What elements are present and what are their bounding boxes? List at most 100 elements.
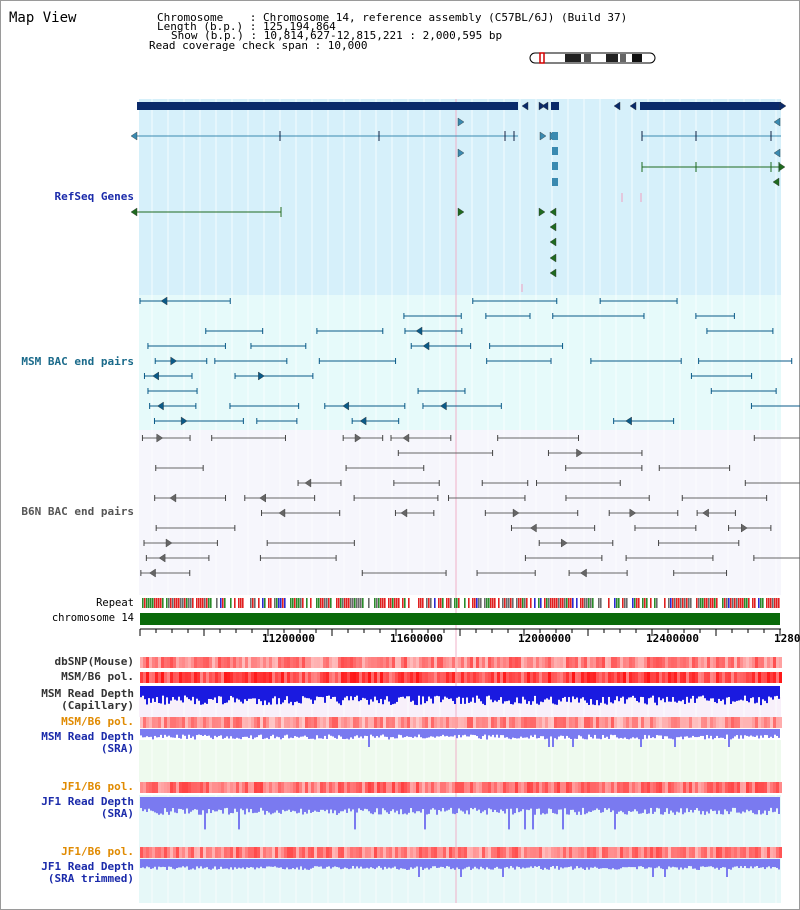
heat-cell	[497, 672, 500, 683]
heat-cell	[188, 657, 191, 668]
heat-cell	[758, 847, 761, 858]
heat-cell	[203, 782, 206, 793]
heat-cell	[626, 672, 629, 683]
heat-cell	[755, 782, 758, 793]
depth-bar	[516, 686, 518, 698]
depth-bar	[546, 797, 548, 814]
repeat-element	[740, 598, 742, 608]
depth-bar	[302, 686, 304, 697]
heat-cell	[272, 782, 275, 793]
depth-bar	[282, 797, 284, 810]
b6n-bac-track[interactable]	[140, 433, 800, 578]
heat-cell	[332, 717, 335, 728]
heat-cell	[665, 657, 668, 668]
repeat-element	[188, 598, 190, 608]
repeat-element	[162, 598, 164, 608]
heat-cell	[305, 657, 308, 668]
msm-bac-track[interactable]	[139, 296, 800, 426]
depth-bar	[180, 729, 182, 739]
msm-bac-label: MSM BAC end pairs	[21, 355, 134, 368]
depth-bar	[738, 729, 740, 739]
repeat-element	[504, 598, 506, 608]
depth-bar	[294, 797, 296, 812]
depth-bar	[450, 686, 452, 699]
repeat-element	[684, 598, 686, 608]
heat-cell	[464, 672, 467, 683]
heat-cell	[509, 847, 512, 858]
heat-cell	[359, 847, 362, 858]
heat-cell	[410, 782, 413, 793]
depth-bar	[270, 859, 272, 867]
heat-cell	[248, 782, 251, 793]
depth-bar	[304, 797, 306, 812]
repeat-element	[526, 598, 528, 608]
depth-bar	[298, 686, 300, 703]
heat-cell	[530, 847, 533, 858]
length-info: Length (b.p.) : 125,194,864	[157, 20, 336, 33]
depth-bar	[716, 686, 718, 704]
heat-cell	[473, 657, 476, 668]
heat-cell	[197, 847, 200, 858]
depth-bar	[488, 797, 490, 809]
depth-bar	[406, 729, 408, 737]
depth-bar	[698, 729, 700, 737]
heat-cell	[542, 782, 545, 793]
heat-cell	[521, 657, 524, 668]
depth-bar	[226, 729, 228, 737]
depth-bar	[396, 686, 398, 702]
depth-bar	[288, 859, 290, 870]
heat-cell	[713, 657, 716, 668]
heat-cell	[599, 657, 602, 668]
heat-cell	[305, 717, 308, 728]
depth-bar	[754, 729, 756, 737]
heat-cell	[419, 717, 422, 728]
heat-cell	[200, 672, 203, 683]
repeat-element	[458, 598, 460, 608]
heat-cell	[665, 847, 668, 858]
chromosome-ideogram[interactable]	[529, 52, 656, 64]
heat-cell	[149, 847, 152, 858]
repeat-element	[626, 598, 628, 608]
heat-cell	[197, 782, 200, 793]
heat-cell	[605, 672, 608, 683]
depth-bar	[440, 859, 442, 867]
depth-bar	[676, 729, 678, 738]
depth-bar	[194, 797, 196, 810]
depth-bar	[390, 729, 392, 738]
heat-cell	[656, 782, 659, 793]
heat-cell	[260, 672, 263, 683]
repeat-element	[714, 598, 716, 608]
depth-bar	[174, 797, 176, 813]
repeat-element	[380, 598, 382, 608]
repeat-element	[742, 598, 744, 608]
depth-bar	[418, 729, 420, 735]
depth-bar	[644, 859, 646, 869]
depth-bar	[248, 797, 250, 813]
depth-bar	[704, 686, 706, 699]
depth-bar	[390, 859, 392, 869]
depth-bar	[608, 729, 610, 739]
heat-cell	[434, 782, 437, 793]
heat-cell	[155, 717, 158, 728]
heat-cell	[749, 672, 752, 683]
heat-cell	[401, 782, 404, 793]
position-axis	[139, 628, 781, 636]
depth-bar	[402, 729, 404, 738]
heat-cell	[449, 782, 452, 793]
heat-cell	[761, 672, 764, 683]
depth-bar	[594, 797, 596, 811]
depth-bar	[756, 797, 758, 815]
heat-cell	[374, 717, 377, 728]
heat-cell	[773, 847, 776, 858]
depth-bar	[662, 729, 664, 739]
depth-bar	[540, 686, 542, 702]
depth-bar	[538, 729, 540, 738]
depth-bar	[408, 797, 410, 813]
depth-bar	[562, 729, 564, 736]
refseq-genes-track[interactable]	[130, 101, 787, 292]
depth-bar	[748, 686, 750, 703]
heat-cell	[563, 672, 566, 683]
depth-bar	[660, 797, 662, 815]
depth-bar	[368, 729, 370, 747]
